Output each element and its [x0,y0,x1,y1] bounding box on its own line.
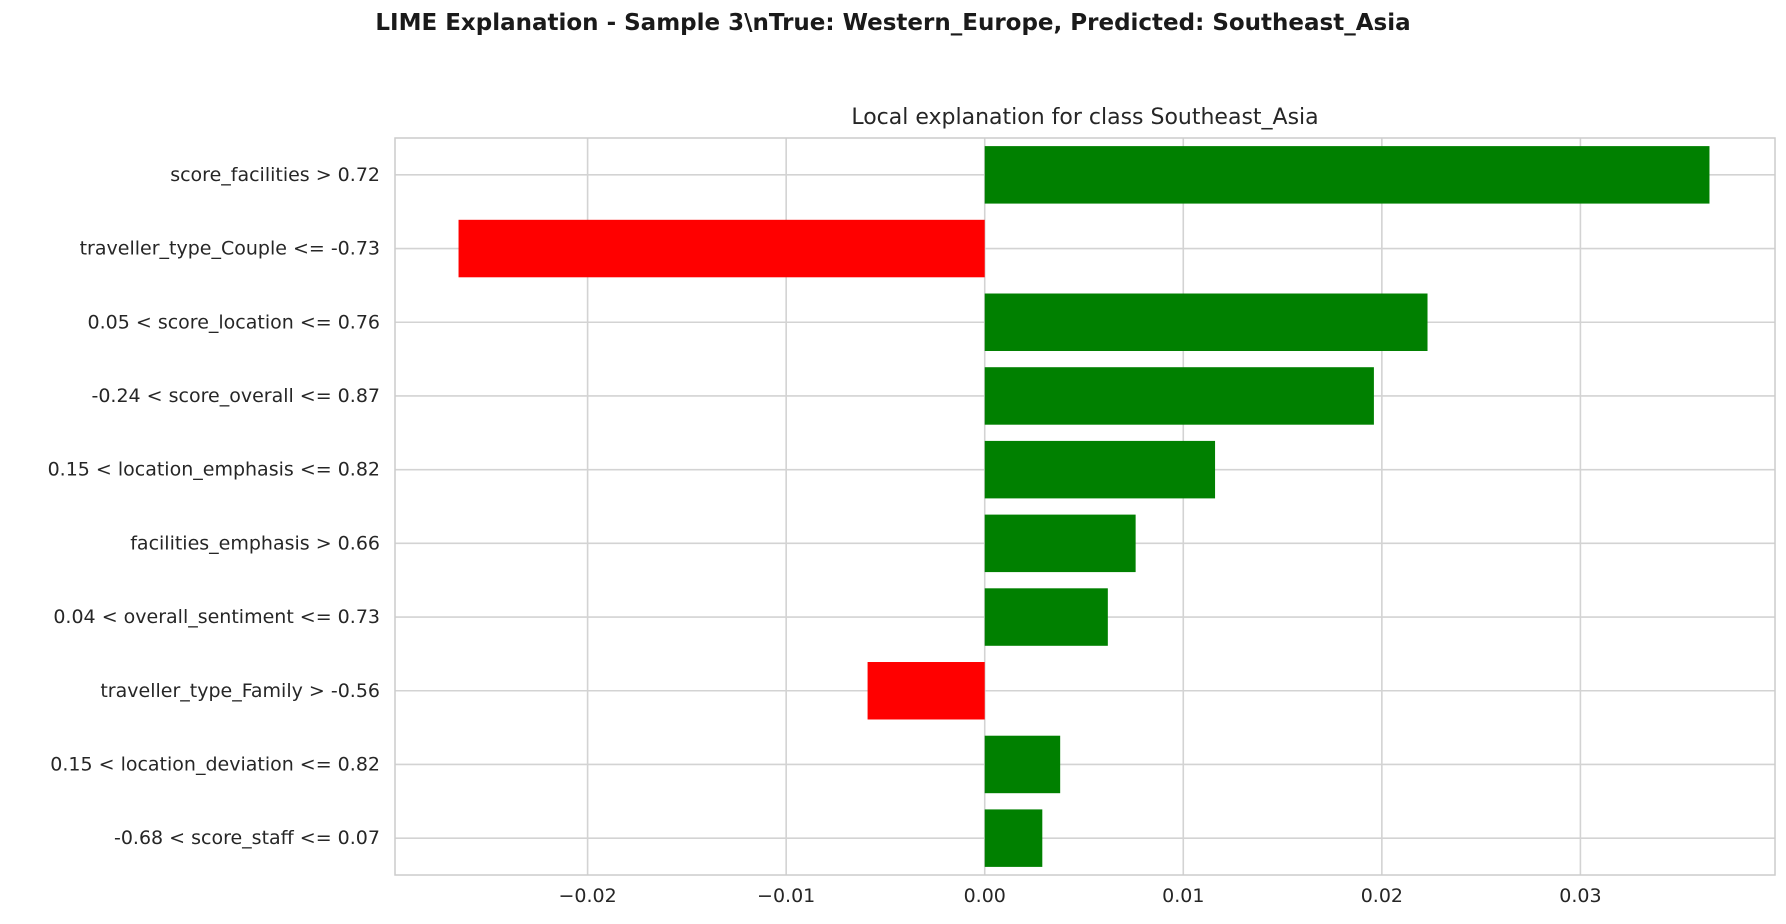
y-tick-label: traveller_type_Family > -0.56 [100,680,380,702]
x-tick-label: 0.00 [964,885,1006,907]
axes-title: Local explanation for class Southeast_As… [851,105,1318,130]
x-tick-label: −0.01 [757,885,815,907]
bar [458,219,985,278]
bar [867,662,985,720]
bar [984,293,1428,351]
y-tick-label: -0.68 < score_staff <= 0.07 [114,827,380,849]
y-tick-label: facilities_emphasis > 0.66 [130,532,380,554]
bar [984,735,1061,794]
x-tick-label: 0.02 [1361,885,1403,907]
axes-frame [394,137,1776,876]
y-tick-label: 0.15 < location_emphasis <= 0.82 [48,459,380,481]
x-tick-label: 0.03 [1559,885,1601,907]
y-tick-label: traveller_type_Couple <= -0.73 [80,238,380,260]
y-tick-label: -0.24 < score_overall <= 0.87 [91,385,380,407]
x-tick-labels: −0.02 −0.01 0.00 0.01 0.02 0.03 [558,885,1601,907]
y-tick-label: 0.05 < score_location <= 0.76 [88,311,380,333]
x-tick-label: −0.02 [558,885,616,907]
x-tick-label: 0.01 [1162,885,1204,907]
bar [984,809,1043,867]
y-tick-label: score_facilities > 0.72 [170,164,380,186]
y-tick-label: 0.15 < location_deviation <= 0.82 [50,753,380,775]
y-tick-label: 0.04 < overall_sentiment <= 0.73 [53,606,380,628]
bar [984,514,1136,573]
bar [984,588,1108,646]
bar [984,367,1374,425]
y-tick-labels: score_facilities > 0.72 traveller_type_Co… [48,164,380,849]
bar-layer [458,146,1710,867]
bar [984,146,1710,204]
bar [984,440,1216,499]
figure-suptitle: LIME Explanation - Sample 3\nTrue: Weste… [375,10,1411,36]
